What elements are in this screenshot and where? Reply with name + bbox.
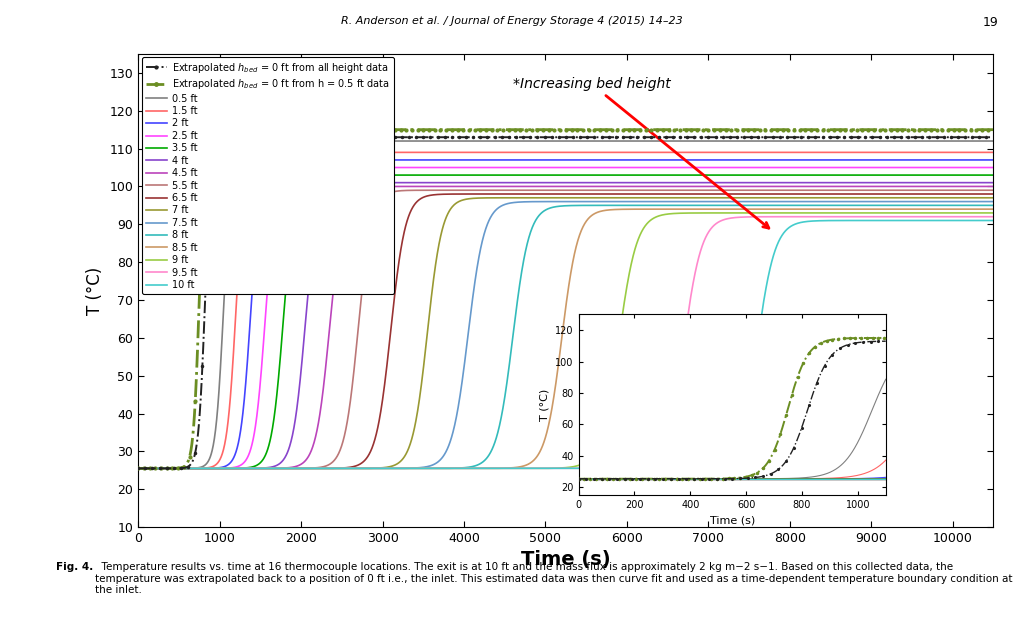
X-axis label: Time (s): Time (s)	[521, 551, 610, 570]
Text: R. Anderson et al. / Journal of Energy Storage 4 (2015) 14–23: R. Anderson et al. / Journal of Energy S…	[341, 16, 683, 26]
Text: Fig. 4.: Fig. 4.	[56, 562, 93, 572]
X-axis label: Time (s): Time (s)	[710, 516, 755, 526]
Y-axis label: T (°C): T (°C)	[540, 389, 550, 421]
Text: *Increasing bed height: *Increasing bed height	[513, 77, 769, 228]
Legend: Extrapolated $h_{bed}$ = 0 ft from all height data, Extrapolated $h_{bed}$ = 0 f: Extrapolated $h_{bed}$ = 0 ft from all h…	[142, 57, 393, 294]
Text: 19: 19	[983, 16, 998, 29]
Text: Temperature results vs. time at 16 thermocouple locations. The exit is at 10 ft : Temperature results vs. time at 16 therm…	[95, 562, 1013, 595]
Y-axis label: T (°C): T (°C)	[86, 267, 104, 314]
